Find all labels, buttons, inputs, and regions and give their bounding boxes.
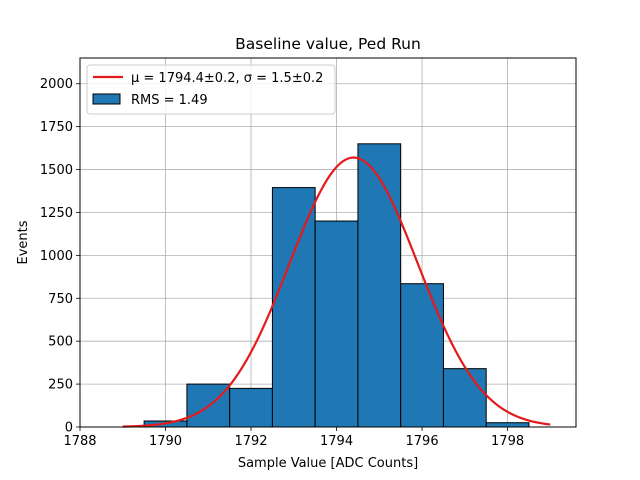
legend-box — [86, 64, 336, 115]
histogram-bar — [357, 143, 402, 428]
legend-hist-swatch — [92, 93, 121, 105]
histogram-bar — [229, 387, 273, 428]
histogram-bar — [400, 283, 444, 428]
chart-title: Baseline value, Ped Run — [235, 35, 421, 53]
x-axis-label: Sample Value [ADC Counts] — [238, 456, 418, 471]
y-tick-label: 750 — [48, 292, 73, 307]
histogram-bars — [143, 143, 530, 428]
y-tick-label: 1000 — [40, 249, 73, 264]
y-tick-label: 1500 — [40, 163, 73, 178]
y-tick-label: 1750 — [40, 120, 73, 135]
x-tick-label: 1792 — [234, 434, 267, 449]
x-tick-label: 1788 — [63, 434, 96, 449]
histogram-bar — [485, 422, 530, 428]
x-tick-label: 1798 — [491, 434, 524, 449]
fit-curve — [122, 156, 551, 428]
histogram-bar — [442, 368, 487, 428]
y-tick-label: 250 — [48, 378, 73, 393]
y-axis-ticks: 0 250 500 750 1000 1250 1500 1750 2000 — [40, 77, 80, 436]
histogram-bar — [314, 220, 359, 428]
x-axis-ticks: 1788 1790 1792 1794 1796 1798 — [63, 427, 524, 449]
x-tick-label: 1796 — [406, 434, 439, 449]
x-tick-label: 1790 — [149, 434, 182, 449]
y-axis-label: Events — [16, 220, 31, 264]
y-tick-label: 0 — [65, 421, 73, 436]
histogram-bar — [271, 187, 316, 428]
x-tick-label: 1794 — [320, 434, 353, 449]
y-tick-label: 2000 — [40, 77, 73, 92]
legend-hist-label: RMS = 1.49 — [131, 93, 208, 108]
legend-fit-label: μ = 1794.4±0.2, σ = 1.5±0.2 — [131, 71, 323, 86]
y-tick-label: 500 — [48, 335, 73, 350]
y-tick-label: 1250 — [40, 206, 73, 221]
gaussian-fit — [122, 156, 551, 428]
plot-frame — [79, 57, 577, 428]
legend: μ = 1794.4±0.2, σ = 1.5±0.2 RMS = 1.49 — [86, 64, 336, 115]
